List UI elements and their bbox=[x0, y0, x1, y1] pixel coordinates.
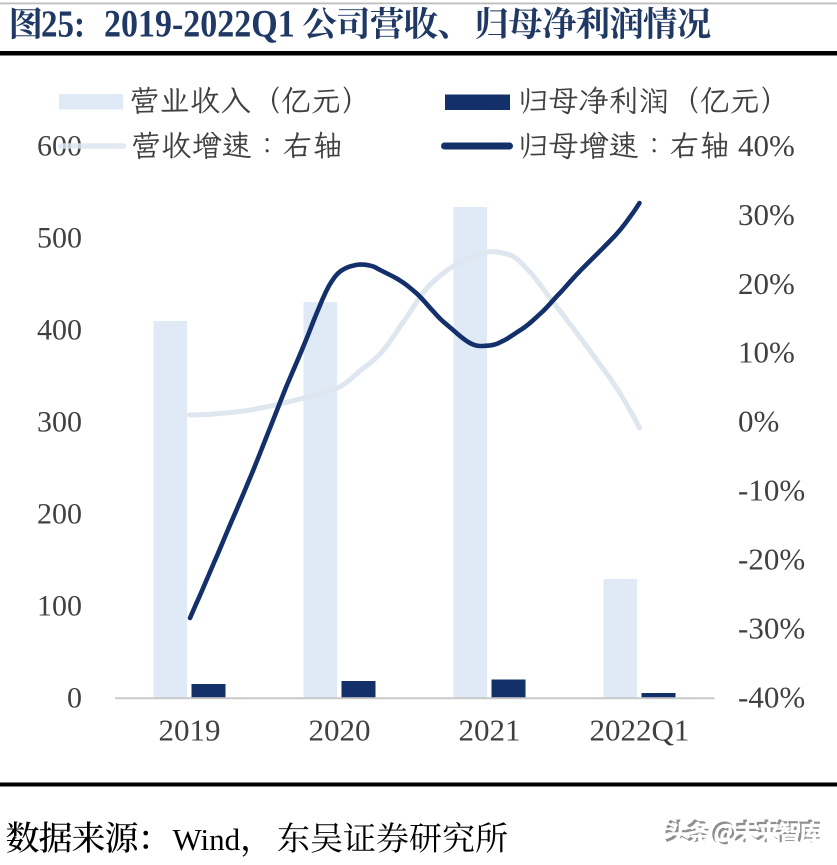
svg-text:0: 0 bbox=[67, 682, 82, 715]
svg-text:10%: 10% bbox=[738, 335, 795, 370]
svg-text:40%: 40% bbox=[738, 128, 795, 163]
svg-text:200: 200 bbox=[37, 498, 82, 531]
svg-text:0%: 0% bbox=[738, 404, 779, 439]
svg-text:500: 500 bbox=[37, 221, 82, 254]
svg-text:2021: 2021 bbox=[459, 713, 521, 748]
svg-text:-30%: -30% bbox=[738, 610, 805, 645]
svg-text:2020: 2020 bbox=[309, 713, 371, 748]
svg-text:Wind: Wind bbox=[173, 822, 241, 857]
svg-text:-40%: -40% bbox=[738, 679, 805, 714]
svg-text:100: 100 bbox=[37, 590, 82, 623]
svg-text:300: 300 bbox=[37, 405, 82, 438]
svg-text:2022Q1: 2022Q1 bbox=[590, 713, 690, 748]
svg-text:2019-2022Q1: 2019-2022Q1 bbox=[104, 1, 295, 45]
svg-text:400: 400 bbox=[37, 313, 82, 346]
svg-text:2019: 2019 bbox=[159, 713, 221, 748]
svg-text:25:: 25: bbox=[41, 2, 85, 45]
svg-text:-10%: -10% bbox=[738, 473, 805, 508]
svg-text:20%: 20% bbox=[738, 266, 795, 301]
svg-text:30%: 30% bbox=[738, 197, 795, 232]
svg-text:-20%: -20% bbox=[738, 542, 805, 577]
